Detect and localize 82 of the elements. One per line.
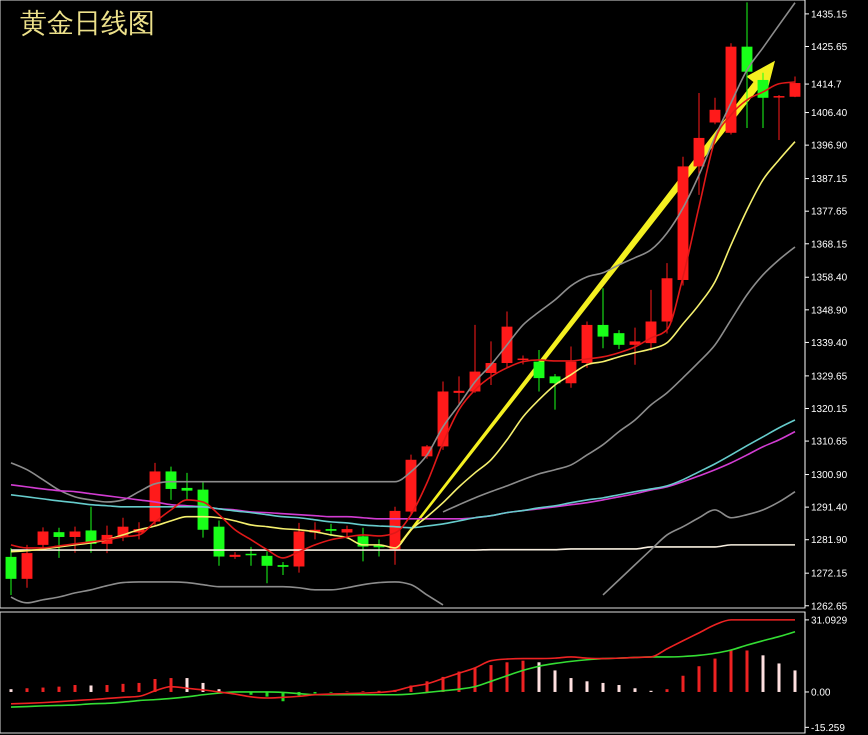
bar	[106, 685, 108, 692]
bar	[570, 678, 572, 692]
candlestick	[614, 330, 624, 350]
candlestick	[534, 349, 544, 392]
bar	[138, 682, 140, 692]
y-tick-label: 1368.15	[811, 239, 848, 250]
bar	[490, 665, 492, 692]
y-tick-label: 1310.65	[811, 436, 848, 448]
candlestick	[630, 327, 640, 366]
bar	[10, 689, 12, 692]
candlestick	[598, 288, 608, 349]
candlestick	[262, 550, 272, 584]
chart-title: 黄金日线图	[20, 8, 155, 39]
y-tick-label: 1377.65	[811, 206, 848, 218]
bar	[602, 682, 604, 692]
candlestick	[326, 523, 336, 536]
candlestick	[790, 76, 800, 98]
bar	[666, 689, 668, 692]
candlestick	[246, 546, 256, 566]
bar	[586, 681, 588, 692]
y-tick-label: 1281.90	[811, 535, 848, 546]
bar	[682, 676, 684, 692]
y-tick-label: 1300.90	[811, 470, 848, 482]
bar	[26, 688, 28, 692]
bar	[538, 662, 540, 692]
y-tick-label: 1348.90	[811, 305, 848, 316]
candlestick	[710, 97, 720, 125]
bar	[554, 670, 556, 692]
y-tick-label: 1414.7	[811, 80, 842, 91]
y-tick-label: 1435.15	[811, 9, 848, 20]
candlestick	[6, 547, 16, 596]
candlestick	[454, 376, 464, 406]
candlestick	[278, 562, 288, 576]
bar	[474, 668, 476, 692]
line-series	[10, 619, 796, 705]
bar	[90, 685, 92, 692]
bar	[714, 658, 716, 692]
y-tick-label: 31.0929	[811, 615, 848, 626]
candlestick	[550, 373, 560, 410]
candlestick	[182, 472, 192, 500]
bar	[618, 685, 620, 692]
candlestick	[374, 538, 384, 558]
candlestick	[70, 526, 80, 554]
y-tick-label: -15.259	[811, 722, 846, 734]
y-tick-label: 1387.15	[811, 174, 848, 186]
bar	[74, 685, 76, 692]
candlestick	[774, 94, 784, 140]
candlestick	[342, 525, 352, 538]
bar	[522, 660, 524, 692]
line-series	[10, 2, 796, 503]
bar	[778, 663, 780, 692]
bar	[42, 688, 44, 692]
y-tick-label: 1329.65	[811, 371, 848, 382]
y-tick-label: 1425.65	[811, 42, 848, 53]
y-tick-label: 1320.15	[811, 404, 848, 415]
candlestick	[54, 527, 64, 558]
y-tick-label: 1406.40	[811, 108, 848, 120]
bar	[746, 650, 748, 692]
bar	[730, 650, 732, 692]
y-tick-label: 1339.40	[811, 338, 848, 349]
bar	[794, 670, 796, 692]
line-series	[442, 246, 796, 513]
y-tick-label: 0.00	[811, 687, 831, 698]
candlestick	[758, 72, 768, 128]
bar	[122, 684, 124, 692]
bar	[634, 688, 636, 692]
line-series	[10, 430, 796, 520]
bar	[698, 666, 700, 692]
bar	[506, 662, 508, 692]
bar	[762, 655, 764, 692]
y-tick-label: 1358.40	[811, 272, 848, 284]
y-tick-label: 1262.65	[811, 601, 848, 612]
y-tick-label: 1291.40	[811, 502, 848, 514]
candlestick	[566, 346, 576, 388]
y-tick-label: 1272.15	[811, 568, 848, 580]
candlestick	[166, 466, 176, 500]
line-series	[10, 419, 796, 529]
line-series	[10, 630, 796, 708]
bar	[58, 686, 60, 692]
y-tick-label: 1396.90	[811, 140, 848, 152]
bar	[170, 678, 172, 692]
candlestick	[646, 289, 656, 352]
